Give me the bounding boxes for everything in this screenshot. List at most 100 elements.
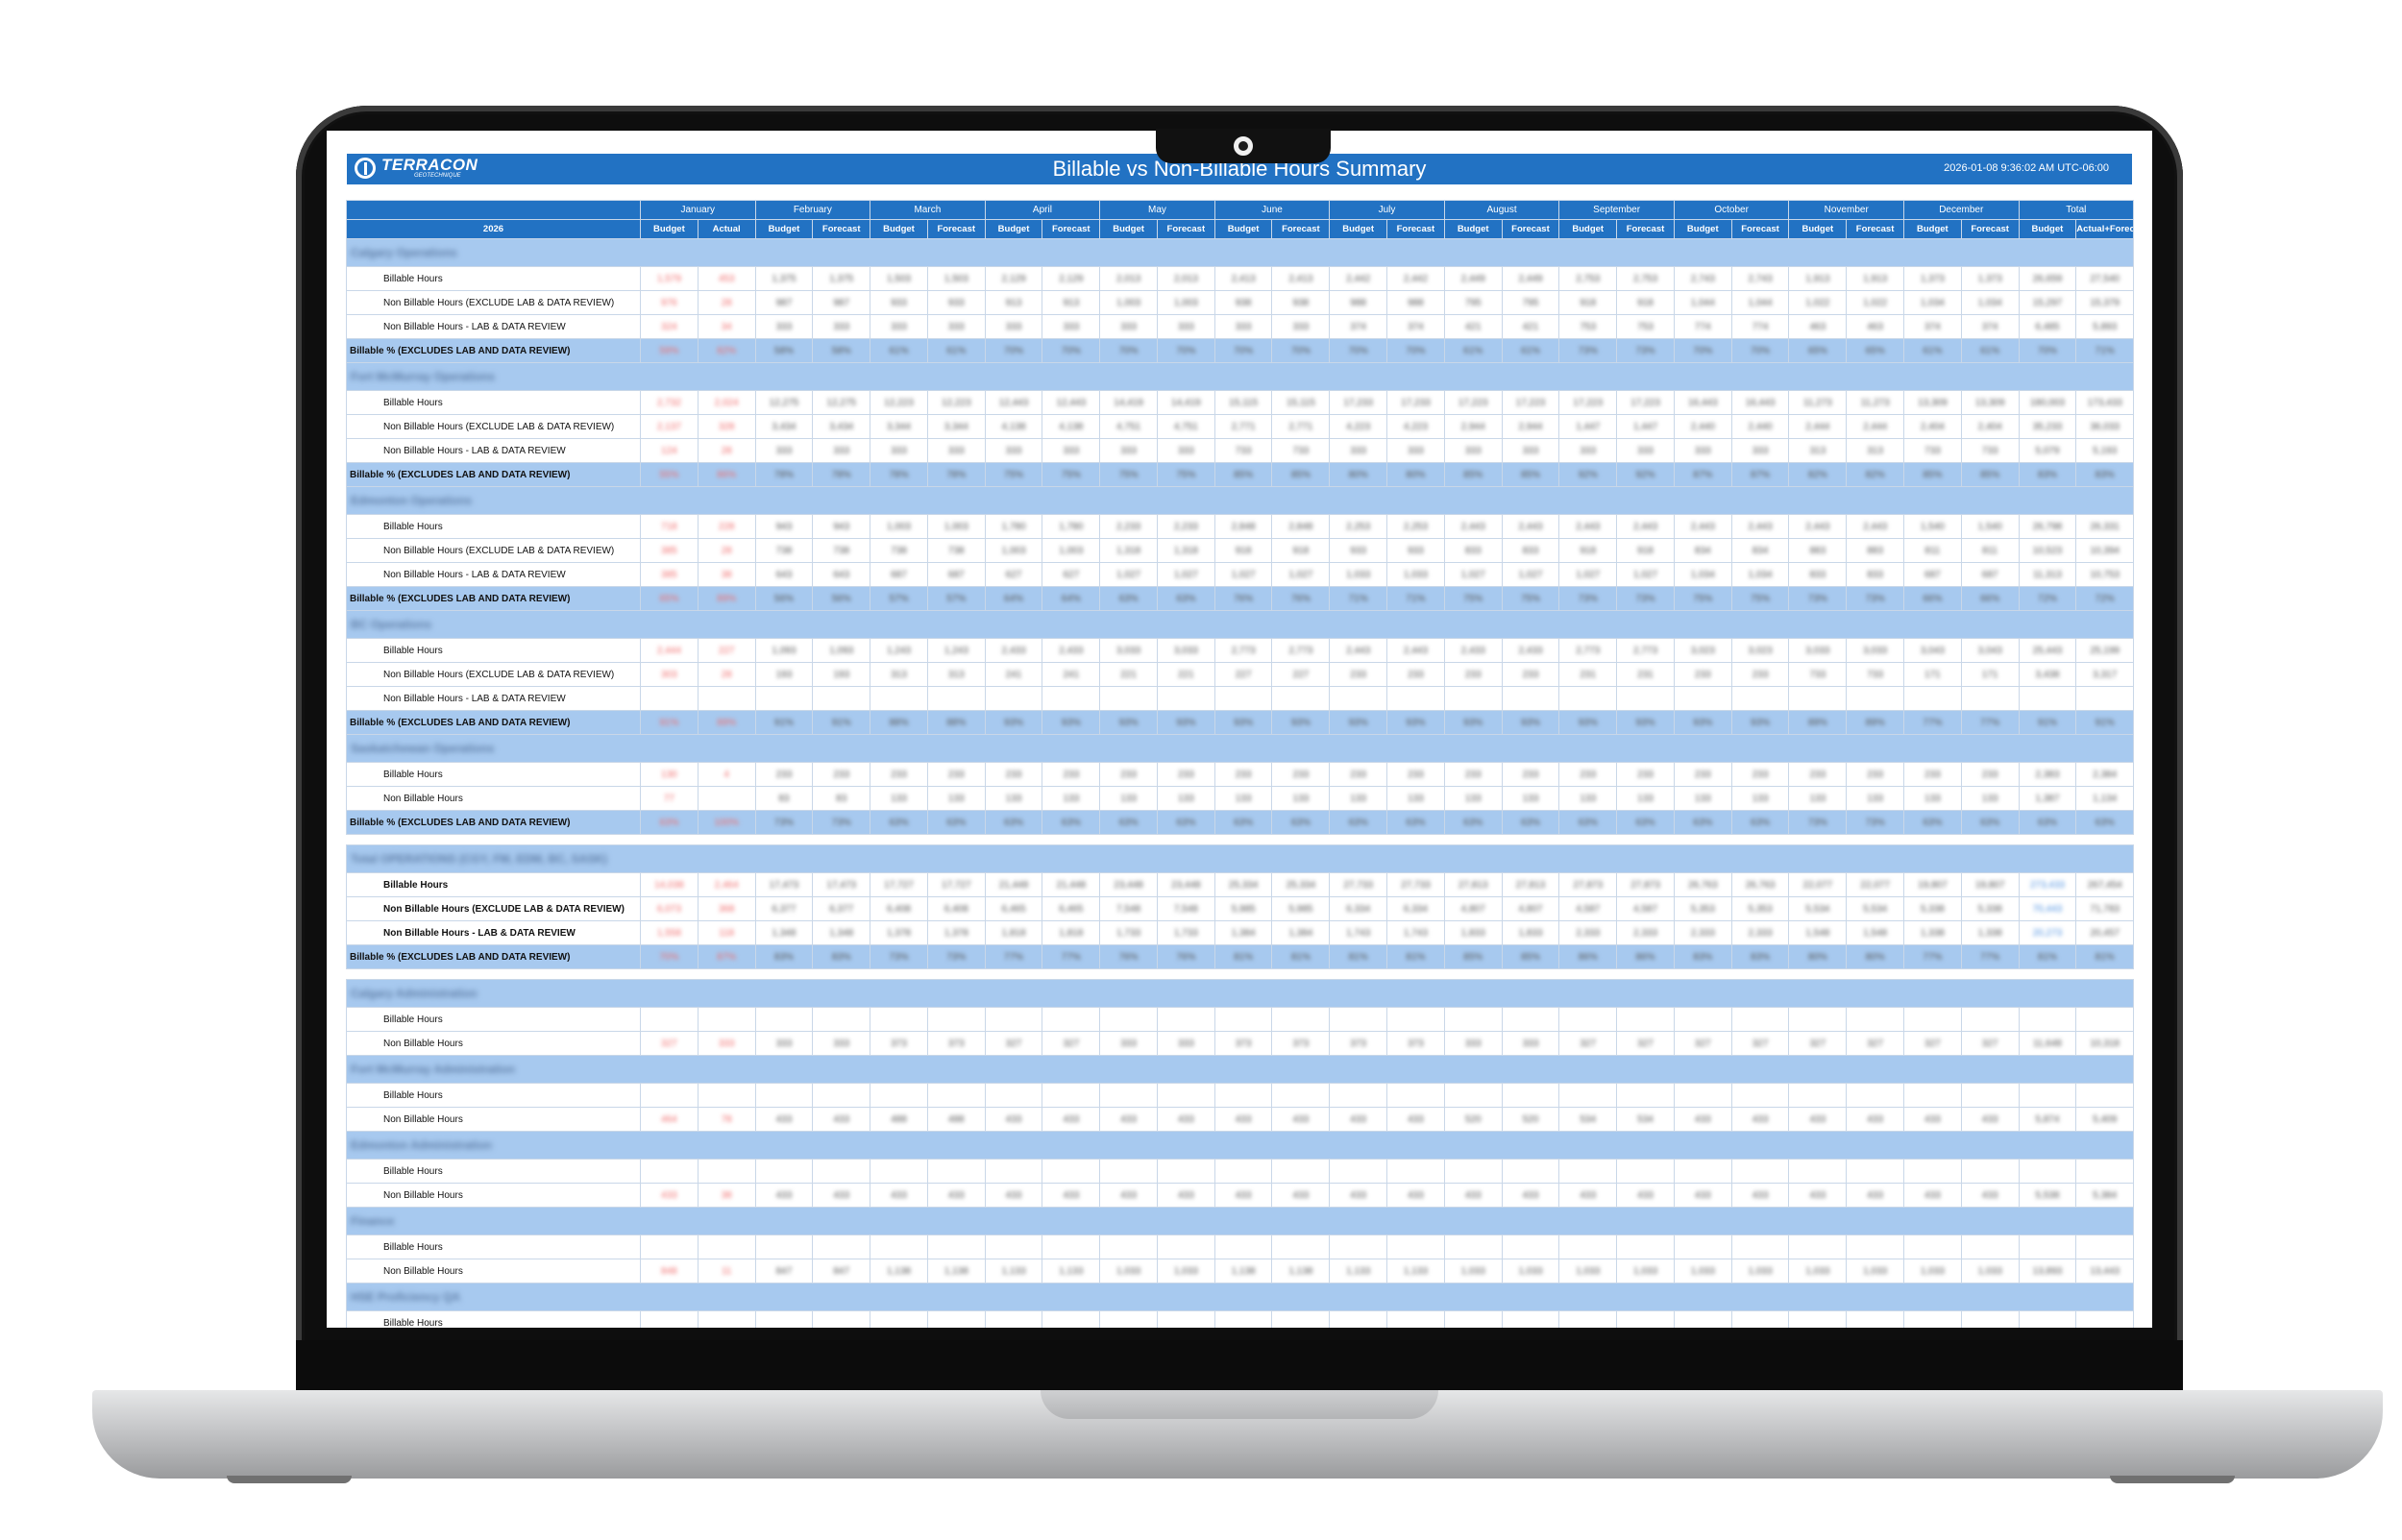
billable-pct-row[interactable]: Billable % (EXCLUDES LAB AND DATA REVIEW… [346,586,2135,611]
table-row[interactable]: Billable Hours [346,1007,2135,1032]
table-row[interactable]: Billable Hours 2,732 2,024 12,275 12,275 12,2… [346,390,2135,415]
table-row[interactable]: Non Billable Hours (EXCLUDE LAB & DATA R… [346,290,2135,315]
table-row[interactable]: Billable Hours 1,579 453 1,375 1,375 1,503 1,5… [346,266,2135,291]
cell-value: 1,034 [1748,569,1773,580]
section-header-row[interactable]: Total OPERATIONS (CGY, FM, EDM, BC, SASK… [345,844,2135,873]
table-row[interactable]: Billable Hours 718 228 943 943 1,003 1,003 1,78… [346,514,2135,539]
value-cell: 333 [1443,1031,1503,1056]
cell-value: 133 [1580,793,1597,804]
section-name: Calgary Operations [351,246,457,259]
value-cell: 333 [754,314,814,339]
table-row[interactable]: Billable Hours [346,1234,2135,1259]
value-cell: 433 [1271,1183,1331,1208]
cell-value: 313 [947,669,965,680]
hours-table-container[interactable]: January February March April May June July Augu… [345,200,2135,1328]
billable-pct-row[interactable]: Billable % (EXCLUDES LAB AND DATA REVIEW… [346,810,2135,835]
terracon-logo: TERRACON GEOTECHNIQUE [355,157,478,179]
billable-pct-row[interactable]: Billable % (EXCLUDES LAB AND DATA REVIEW… [346,462,2135,487]
value-cell: 333 [1042,438,1101,463]
cell-value: 2,333 [1748,927,1773,939]
value-cell [640,1310,699,1328]
value-cell: 71% [1329,586,1388,611]
value-cell: 327 [984,1031,1043,1056]
value-cell: 20,273 [2018,920,2077,945]
value-cell [1156,1234,1215,1259]
table-row[interactable]: Billable Hours 130 4 233 233 233 233 233 233 233 2… [346,762,2135,787]
table-row[interactable]: Billable Hours [346,1159,2135,1184]
billable-pct-row[interactable]: Billable % (EXCLUDES LAB AND DATA REVIEW… [346,944,2135,969]
cell-value: 811 [1982,545,1998,556]
value-cell: 833 [1846,562,1904,587]
table-row[interactable]: Non Billable Hours (EXCLUDE LAB & DATA R… [346,896,2135,921]
section-header-row[interactable]: Edmonton Administration [345,1131,2135,1160]
cell-value: 14,038 [654,879,684,891]
table-row[interactable]: Non Billable Hours 433 38 433 433 433 433 433 43… [346,1183,2135,1208]
section-header-row[interactable]: Fort McMurray Operations [345,362,2135,391]
section-header-row[interactable]: Calgary Operations [345,238,2135,267]
value-cell: 86% [1616,944,1675,969]
value-cell: 78% [870,462,928,487]
cell-value: 133 [1063,793,1080,804]
subheader-cell: Forecast [1960,219,2020,239]
billable-pct-row[interactable]: Billable % (EXCLUDES LAB AND DATA REVIEW… [346,710,2135,735]
value-cell: 2,433 [984,638,1043,663]
cell-value: 17,727 [884,879,914,891]
table-row[interactable]: Billable Hours 2,444 227 1,093 1,093 1,243 1,2… [346,638,2135,663]
table-row[interactable]: Non Billable Hours - LAB & DATA REVIEW 1,… [346,920,2135,945]
section-header-row[interactable]: Edmonton Operations [345,486,2135,515]
table-row[interactable]: Billable Hours [346,1310,2135,1328]
section-header-row[interactable]: HSE Proficiency QA [345,1283,2135,1311]
cell-value: 72% [2037,593,2057,604]
cell-value: 233 [1177,769,1194,780]
table-row[interactable]: Non Billable Hours - LAB & DATA REVIEW [346,686,2135,711]
value-cell: 2,944 [1443,414,1503,439]
value-cell: 3,033 [1788,638,1848,663]
value-cell: 2,440 [1673,414,1732,439]
table-row[interactable]: Billable Hours 14,038 2,464 17,473 17,473 17,… [346,872,2135,897]
table-row[interactable]: Non Billable Hours 327 333 333 333 373 373 327 3… [346,1031,2135,1056]
value-cell: 133 [1329,786,1388,811]
cell-value: 63% [1520,817,1540,828]
section-header-row[interactable]: Finance [345,1207,2135,1235]
cell-value: 1,033 [1576,1265,1601,1277]
table-row[interactable]: Non Billable Hours (EXCLUDE LAB & DATA R… [346,662,2135,687]
cell-value: 333 [1235,321,1252,332]
value-cell [697,1159,756,1184]
value-cell: 61% [1501,338,1560,363]
section-header-row[interactable]: Fort McMurray Administration [345,1055,2135,1084]
cell-value: 433 [1120,1113,1137,1125]
billable-pct-row[interactable]: Billable % (EXCLUDES LAB AND DATA REVIEW… [346,338,2135,363]
value-cell: 333 [1156,1031,1215,1056]
table-row[interactable]: Non Billable Hours (EXCLUDE LAB & DATA R… [346,414,2135,439]
value-cell: 63% [640,810,699,835]
table-row[interactable]: Non Billable Hours (EXCLUDE LAB & DATA R… [346,538,2135,563]
table-row[interactable]: Non Billable Hours - LAB & DATA REVIEW 38… [346,562,2135,587]
value-cell: 231 [1558,662,1618,687]
table-row[interactable]: Non Billable Hours - LAB & DATA REVIEW 12… [346,438,2135,463]
cell-value: 26,763 [1745,879,1776,891]
value-cell: 4,587 [1616,896,1675,921]
value-cell: 333 [812,1031,871,1056]
section-header-row[interactable]: Calgary Administration [345,979,2135,1008]
table-row[interactable]: Non Billable Hours 77 83 83 133 133 133 133 133 1… [346,786,2135,811]
cell-value: 233 [1235,769,1252,780]
cell-value: 433 [1752,1189,1769,1201]
cell-value: 63% [1635,817,1655,828]
value-cell [1501,1083,1560,1108]
table-row[interactable]: Non Billable Hours 464 78 433 433 488 488 433 43… [346,1107,2135,1132]
table-row[interactable]: Non Billable Hours 848 11 847 847 1,138 1,138 1… [346,1259,2135,1283]
table-row[interactable]: Billable Hours [346,1083,2135,1108]
table-row[interactable]: Non Billable Hours - LAB & DATA REVIEW 32… [346,314,2135,339]
value-cell [1846,1159,1904,1184]
value-cell [1730,686,1790,711]
value-cell: 66% [1960,586,2020,611]
cell-value: 1,027 [1518,569,1543,580]
value-cell: 1,033 [1902,1259,1962,1283]
report-timestamp: 2026-01-08 9:36:02 AM UTC-06:00 [1944,162,2109,174]
value-cell: 333 [1156,314,1215,339]
value-cell: 1,003 [984,538,1043,563]
cell-value: 733 [1235,445,1252,456]
section-header-row[interactable]: BC Operations [345,610,2135,639]
cell-value: 6,334 [1403,903,1428,915]
section-header-row[interactable]: Saskatchewan Operations [345,734,2135,763]
